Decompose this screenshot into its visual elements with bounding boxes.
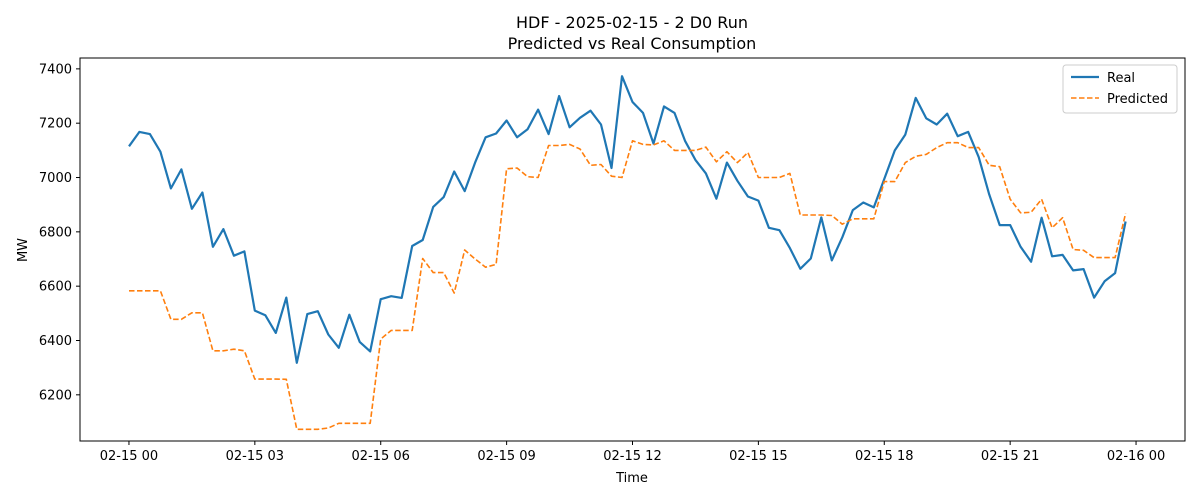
y-tick-label: 6200 <box>39 388 72 403</box>
chart-title: HDF - 2025-02-15 - 2 D0 Run <box>516 13 748 32</box>
x-axis-ticks: 02-15 00 02-15 03 02-15 06 02-15 09 02-15 12… <box>100 441 1165 464</box>
y-tick-label: 7400 <box>39 62 72 77</box>
legend-predicted-label: Predicted <box>1107 92 1168 107</box>
y-axis-label: MW <box>16 238 31 262</box>
chart-subtitle: Predicted vs Real Consumption <box>508 34 757 53</box>
x-tick-label: 02-15 18 <box>855 449 913 464</box>
x-tick-label: 02-16 00 <box>1107 449 1165 464</box>
x-tick-label: 02-15 21 <box>981 449 1039 464</box>
y-tick-label: 6400 <box>39 334 72 349</box>
x-axis-label: Time <box>615 471 648 486</box>
y-tick-label: 7000 <box>39 171 72 186</box>
x-tick-label: 02-15 00 <box>100 449 158 464</box>
legend: Real Predicted <box>1062 64 1178 114</box>
x-tick-label: 02-15 15 <box>729 449 787 464</box>
y-axis-ticks: 6200 6400 6600 6800 7000 7200 7400 <box>39 62 80 403</box>
x-tick-label: 02-15 06 <box>352 449 410 464</box>
y-tick-label: 6600 <box>39 280 72 295</box>
y-tick-label: 7200 <box>39 117 72 132</box>
legend-real-label: Real <box>1107 71 1135 86</box>
series-real-line <box>128 75 1127 364</box>
plot-lines <box>128 75 1127 431</box>
y-tick-label: 6800 <box>39 225 72 240</box>
plot-frame <box>79 57 1186 442</box>
x-tick-label: 02-15 12 <box>603 449 661 464</box>
x-tick-label: 02-15 03 <box>226 449 284 464</box>
x-tick-label: 02-15 09 <box>477 449 535 464</box>
